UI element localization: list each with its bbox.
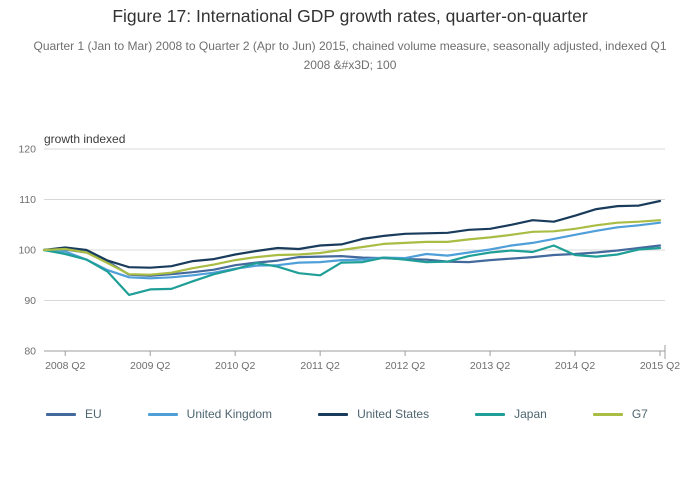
y-axis-title: growth indexed: [44, 132, 125, 146]
legend-label-united-states: United States: [357, 407, 430, 421]
svg-text:120: 120: [18, 144, 36, 156]
svg-text:2011 Q2: 2011 Q2: [300, 360, 340, 372]
legend-label-united-kingdom: United Kingdom: [186, 407, 273, 421]
legend-swatch-eu: [46, 412, 76, 416]
legend-item-japan[interactable]: Japan: [475, 407, 547, 421]
legend-item-g7[interactable]: G7: [592, 407, 648, 421]
series-line-united-kingdom[interactable]: [42, 221, 662, 280]
legend-swatch-united-states: [318, 412, 349, 416]
svg-text:2008 Q2: 2008 Q2: [45, 360, 85, 372]
series-line-united-states[interactable]: [42, 199, 662, 269]
svg-text:90: 90: [24, 295, 36, 307]
svg-text:110: 110: [19, 194, 36, 206]
svg-text:80: 80: [24, 346, 36, 358]
legend-label-g7: G7: [631, 407, 648, 421]
chart-subtitle: Quarter 1 (Jan to Mar) 2008 to Quarter 2…: [33, 39, 667, 72]
x-axis: 2008 Q2 2009 Q2 2010 Q2 2011 Q2 2012 Q2 2013 …: [44, 345, 680, 372]
svg-text:2010 Q2: 2010 Q2: [215, 360, 255, 372]
legend-swatch-japan: [475, 412, 506, 416]
gridlines: [44, 148, 665, 352]
y-axis-labels: 80 90 100 110 120: [18, 144, 36, 358]
svg-text:2012 Q2: 2012 Q2: [385, 360, 425, 372]
svg-text:2014 Q2: 2014 Q2: [555, 360, 595, 372]
svg-text:2015 Q2: 2015 Q2: [640, 360, 680, 372]
line-chart-svg: 80 90 100 110 120 growth indexed 2008 Q2 2009 Q…: [18, 132, 680, 372]
legend-item-eu[interactable]: EU: [46, 407, 102, 421]
series-line-g7[interactable]: [42, 219, 662, 276]
svg-text:100: 100: [18, 245, 36, 257]
svg-text:2009 Q2: 2009 Q2: [130, 360, 170, 372]
legend-label-eu: EU: [85, 407, 102, 421]
legend-swatch-g7: [592, 412, 623, 416]
legend-item-united-kingdom[interactable]: United Kingdom: [147, 407, 273, 421]
series-line-japan[interactable]: [42, 244, 662, 296]
chart-title: Figure 17: International GDP growth rate…: [112, 6, 588, 26]
legend: EU United Kingdom United States Japan G7: [46, 407, 648, 421]
svg-text:2013 Q2: 2013 Q2: [470, 360, 510, 372]
legend-item-united-states[interactable]: United States: [318, 407, 429, 421]
legend-swatch-united-kingdom: [147, 412, 178, 416]
legend-label-japan: Japan: [514, 407, 547, 421]
